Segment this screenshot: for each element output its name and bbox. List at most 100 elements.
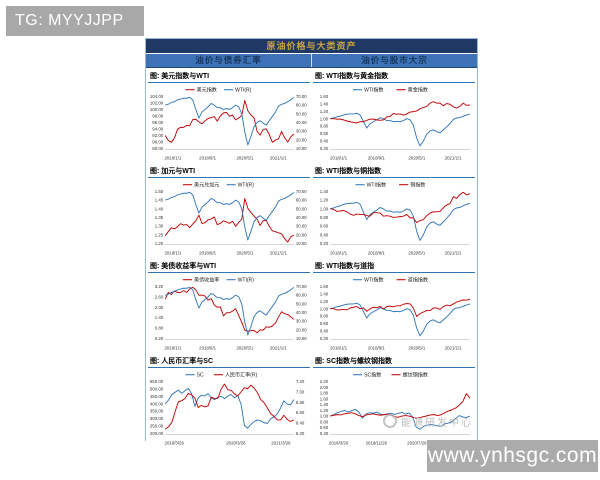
svg-text:102.00: 102.00 (150, 100, 164, 105)
series-line (164, 286, 295, 334)
svg-text:500.00: 500.00 (150, 386, 164, 391)
svg-text:美债收益率: 美债收益率 (194, 276, 219, 284)
svg-text:2021/1/1: 2021/1/1 (445, 155, 462, 160)
svg-text:1.30: 1.30 (155, 224, 164, 229)
svg-text:2018/9/1: 2018/9/1 (199, 345, 216, 350)
svg-text:350.00: 350.00 (150, 409, 164, 414)
svg-text:2020/7/26: 2020/7/26 (407, 440, 427, 445)
svg-text:1.60: 1.60 (320, 396, 329, 401)
svg-text:40.00: 40.00 (296, 120, 307, 125)
series-line (164, 99, 295, 143)
svg-text:6.20: 6.20 (296, 431, 305, 436)
chart-canvas: SC 人民币汇率(R) 550.00 500.00 450.00 400.00 350.00… (150, 371, 305, 446)
svg-text:6.60: 6.60 (296, 410, 305, 415)
research-center-watermark: 能源研发中心 (383, 411, 473, 431)
svg-text:1.00: 1.00 (320, 414, 329, 419)
svg-text:10.00: 10.00 (296, 336, 307, 341)
svg-text:2020/5/1: 2020/5/1 (236, 155, 253, 160)
report-table: 原油价格与大类资产 油价与债券汇率 油价与股市大宗 图: 美元指数与WTI 美元指… (145, 38, 478, 448)
svg-text:0.20: 0.20 (320, 336, 329, 341)
report-title: 原油价格与大类资产 (146, 39, 477, 54)
svg-text:2020/3/26: 2020/3/26 (226, 440, 246, 445)
svg-text:20.00: 20.00 (296, 327, 307, 332)
chart-title: 图: 加元与WTI (148, 163, 310, 178)
svg-text:2018/1/1: 2018/1/1 (330, 250, 347, 255)
svg-text:20.00: 20.00 (296, 232, 307, 237)
svg-text:2018/11/26: 2018/11/26 (366, 440, 388, 445)
chart-canvas: 美债收益率 WTI(R) 3.20 2.60 2.00 1.40 0.80 0.20 70.00… (155, 276, 308, 351)
svg-text:黄金指数: 黄金指数 (408, 86, 428, 94)
chart-title: 图: 人民币汇率与SC (148, 353, 310, 368)
svg-text:2021/3/26: 2021/3/26 (271, 440, 291, 445)
svg-text:SC: SC (197, 373, 204, 379)
column-header-stocks-commodities: 油价与股市大宗 (312, 54, 477, 67)
svg-text:60.00: 60.00 (296, 293, 307, 298)
series-line (330, 112, 471, 147)
series-line (330, 393, 471, 419)
svg-text:2020/5/1: 2020/5/1 (408, 250, 425, 255)
svg-text:40.00: 40.00 (296, 215, 307, 220)
svg-text:人民币汇率(R): 人民币汇率(R) (225, 371, 258, 379)
svg-text:60.00: 60.00 (296, 198, 307, 203)
svg-text:90.00: 90.00 (152, 139, 163, 144)
series-line (330, 191, 471, 224)
svg-text:2.60: 2.60 (155, 294, 164, 299)
svg-text:道指指数: 道指指数 (408, 276, 428, 284)
svg-text:92.00: 92.00 (152, 133, 163, 138)
research-center-label: 能源研发中心 (401, 417, 473, 429)
svg-text:50.00: 50.00 (296, 301, 307, 306)
svg-text:WTI(R): WTI(R) (238, 278, 255, 284)
svg-text:50.00: 50.00 (296, 111, 307, 116)
svg-text:0.80: 0.80 (320, 314, 329, 319)
svg-text:2018/9/1: 2018/9/1 (199, 155, 216, 160)
svg-text:94.00: 94.00 (152, 126, 163, 131)
svg-text:1.60: 1.60 (320, 94, 329, 99)
svg-text:美元兑加元: 美元兑加元 (194, 181, 219, 189)
svg-text:200.00: 200.00 (150, 431, 164, 436)
svg-text:1.00: 1.00 (320, 116, 329, 121)
svg-text:2020/5/1: 2020/5/1 (236, 345, 253, 350)
svg-text:0.20: 0.20 (320, 146, 329, 151)
svg-text:30.00: 30.00 (296, 129, 307, 134)
chart-cell: 图: WTI指数与黄金指数 WTI指数 黄金指数 1.60 1.40 1.20 1.00 0.… (313, 68, 475, 163)
chart-canvas: WTI指数 铜指数1.401.201.000.800.600.400.202018… (320, 181, 471, 255)
svg-text:1.40: 1.40 (320, 101, 329, 106)
chart-title: 图: WTI指数与铜指数 (313, 163, 475, 178)
svg-text:2020/5/1: 2020/5/1 (408, 345, 425, 350)
svg-text:0.60: 0.60 (320, 224, 329, 229)
chart-canvas: WTI指数 道指指数 1.60 1.40 1.20 1.00 0.80 0.60 0.40 0.2… (320, 276, 471, 350)
svg-text:2020/5/1: 2020/5/1 (236, 250, 253, 255)
svg-text:1.20: 1.20 (320, 299, 329, 304)
svg-text:2.00: 2.00 (155, 305, 164, 310)
svg-text:SC指数: SC指数 (364, 371, 381, 379)
svg-text:2018/3/26: 2018/3/26 (329, 440, 349, 445)
svg-text:WTI指数: WTI指数 (367, 181, 386, 189)
svg-text:1.35: 1.35 (155, 215, 164, 220)
series-line (165, 286, 295, 336)
svg-text:2018/1/1: 2018/1/1 (330, 155, 347, 160)
svg-text:98.00: 98.00 (152, 113, 163, 118)
svg-text:60.00: 60.00 (296, 103, 307, 108)
svg-text:0.80: 0.80 (320, 124, 329, 129)
series-line (164, 387, 295, 429)
series-line (330, 298, 471, 317)
svg-text:0.80: 0.80 (155, 326, 164, 331)
svg-text:50.00: 50.00 (296, 206, 307, 211)
chart-cell: 图: SC指数与螺纹钢指数 SC指数 螺纹钢指数 2.20 2.00 1.80 1.60 1.… (313, 353, 475, 448)
svg-text:WTI(R): WTI(R) (238, 183, 255, 189)
svg-text:70.00: 70.00 (296, 189, 307, 194)
svg-text:2021/1/1: 2021/1/1 (270, 155, 287, 160)
svg-text:104.00: 104.00 (150, 94, 164, 99)
chart-cell: 图: 美元指数与WTI 美元指数 WTI(R) 104.00 102.00 100.00 9… (148, 68, 310, 163)
svg-text:2018/9/1: 2018/9/1 (368, 155, 385, 160)
chart-title: 图: WTI指数与道指 (313, 258, 475, 273)
svg-text:400.00: 400.00 (150, 401, 164, 406)
svg-text:0.60: 0.60 (320, 321, 329, 326)
svg-text:0.40: 0.40 (320, 329, 329, 334)
svg-text:6.80: 6.80 (296, 400, 305, 405)
chart-title: 图: SC指数与螺纹钢指数 (313, 353, 475, 368)
chart-cell: 图: 人民币汇率与SC SC 人民币汇率(R) 550.00 500.00 450.00 4… (148, 353, 310, 448)
svg-text:2.00: 2.00 (320, 385, 329, 390)
svg-text:0.20: 0.20 (155, 336, 164, 341)
